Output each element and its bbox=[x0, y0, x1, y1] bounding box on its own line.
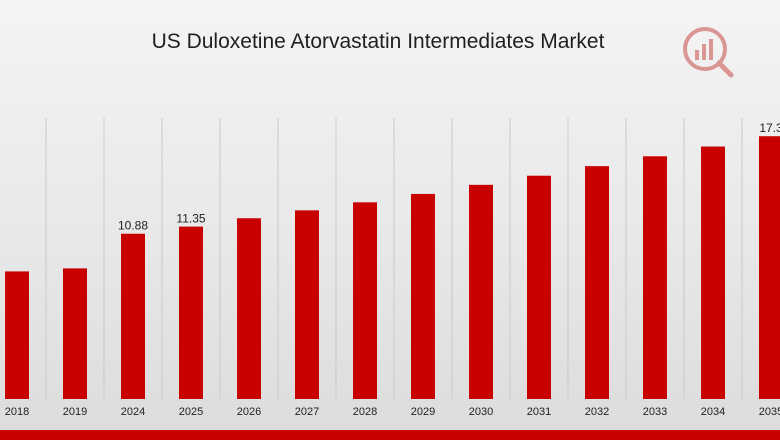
x-tick-label: 2029 bbox=[411, 406, 435, 418]
bar-2034 bbox=[701, 146, 725, 399]
x-tick-label: 2027 bbox=[295, 406, 319, 418]
bar-2025 bbox=[179, 226, 203, 399]
bar-2033 bbox=[643, 156, 667, 399]
data-label: 11.35 bbox=[176, 212, 205, 226]
x-tick-label: 2019 bbox=[63, 406, 87, 418]
x-tick-label: 2026 bbox=[237, 406, 261, 418]
footer-accent-bar bbox=[0, 430, 780, 440]
x-tick-label: 2030 bbox=[469, 406, 493, 418]
x-tick-label: 2018 bbox=[5, 406, 29, 418]
x-tick-label: 2034 bbox=[701, 406, 725, 418]
bar-2035 bbox=[759, 136, 780, 399]
chart-title: US Duloxetine Atorvastatin Intermediates… bbox=[151, 30, 605, 53]
bar-2031 bbox=[527, 175, 551, 399]
bar-2030 bbox=[469, 184, 493, 399]
bar-2018 bbox=[5, 271, 29, 399]
bar-2032 bbox=[585, 166, 609, 399]
bar-2029 bbox=[411, 193, 435, 399]
x-tick-label: 2033 bbox=[643, 406, 667, 418]
market-research-logo-icon bbox=[683, 27, 734, 78]
x-tick-label: 2024 bbox=[121, 406, 145, 418]
data-label: 10.88 bbox=[118, 219, 148, 233]
x-tick-label: 2025 bbox=[179, 406, 203, 418]
bar-2019 bbox=[63, 268, 87, 399]
x-tick-label: 2035 bbox=[759, 406, 780, 418]
x-tick-label: 2028 bbox=[353, 406, 377, 418]
x-tick-label: 2032 bbox=[585, 406, 609, 418]
bar-2024 bbox=[121, 233, 145, 399]
bar-2026 bbox=[237, 218, 261, 399]
bar-2028 bbox=[353, 202, 377, 399]
data-label: 17.3 bbox=[759, 121, 780, 135]
x-tick-label: 2031 bbox=[527, 406, 551, 418]
bar-2027 bbox=[295, 210, 319, 399]
